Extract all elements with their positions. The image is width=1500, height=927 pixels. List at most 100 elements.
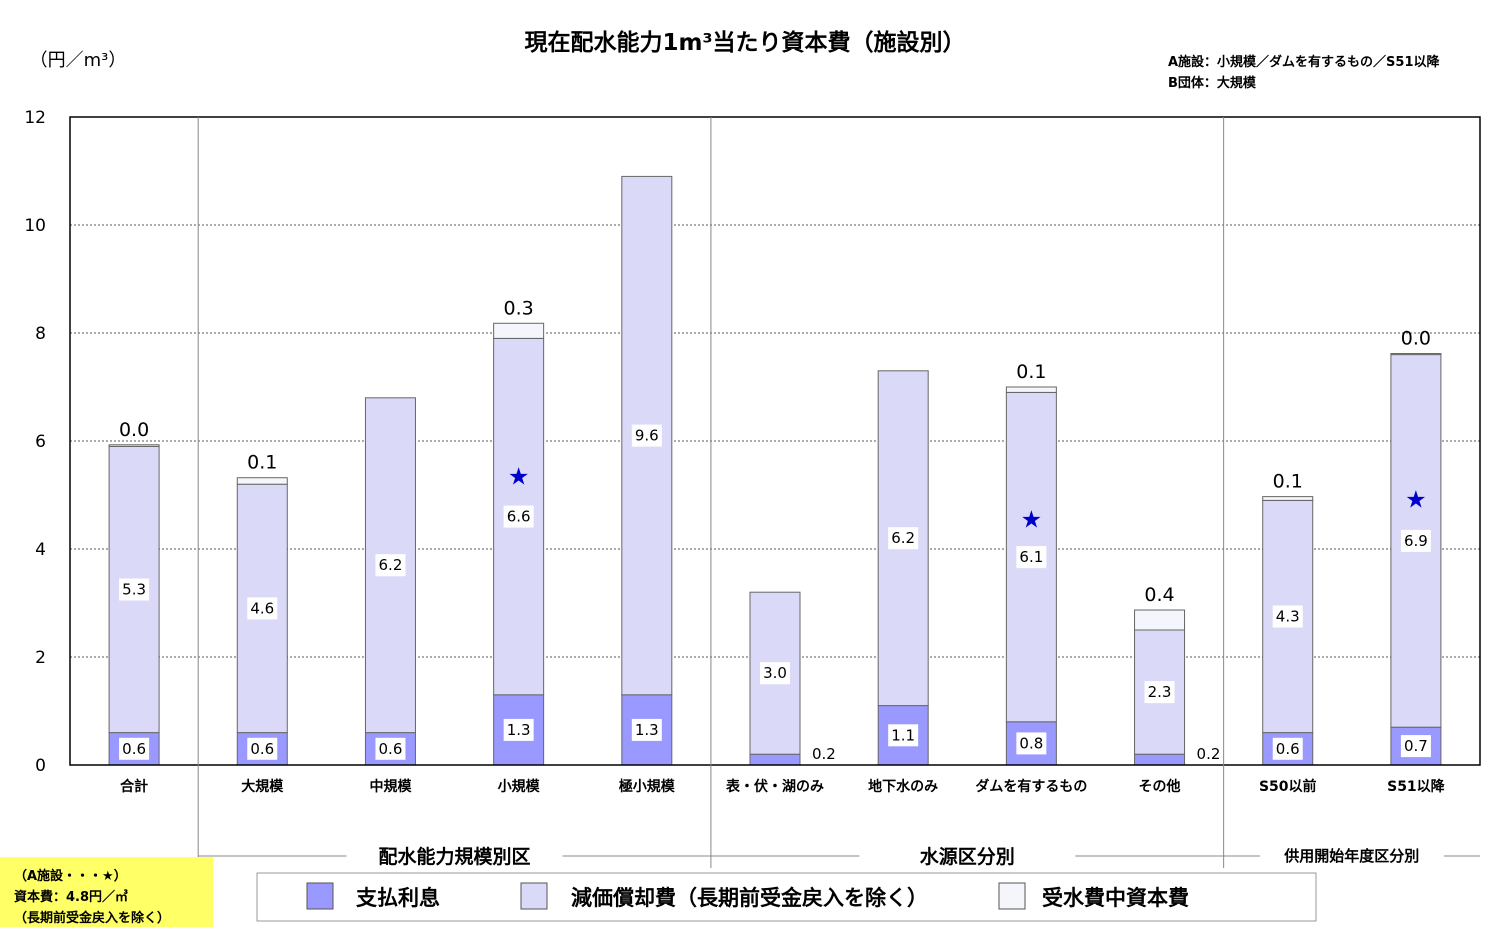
data-label: 0.6 (379, 740, 403, 758)
data-label-bg (1400, 529, 1431, 552)
group-labels: 配水能力規模別区 水源区分別 供用開始年度区分別 (198, 845, 1480, 868)
category-label: 地下水のみ (868, 778, 938, 795)
data-label-bg (247, 597, 278, 620)
data-label: 0.1 (247, 452, 277, 474)
y-tick-label: 6 (35, 432, 46, 452)
legend-swatch-depreciation (520, 882, 548, 910)
bar-segment (749, 753, 801, 766)
data-label: 6.2 (379, 556, 403, 574)
data-label-bg (1016, 546, 1047, 569)
data-label: 0.2 (1197, 745, 1221, 763)
data-label-bg (1016, 732, 1047, 755)
axes (69, 116, 1481, 868)
data-label: 6.1 (1019, 548, 1043, 566)
annotation-line-3: （長期前受金戻入を除く） (14, 910, 170, 926)
category-label: ダムを有するもの (975, 778, 1087, 795)
bars: 0.6 5.3 0.0 0.6 4.6 0.1 0.6 6.2 1.3 6.6 0.3 ★ 1.3 9.6… (108, 175, 1442, 766)
y-axis-unit: （円／m³） (30, 50, 127, 71)
plot-frame (69, 116, 1481, 766)
note-line-2: B団体：大規模 (1168, 75, 1257, 91)
bar-segment (1134, 753, 1186, 766)
data-label-bg (888, 527, 919, 550)
bar-segment (1134, 609, 1186, 631)
group-label: 配水能力規模別区 (379, 845, 531, 868)
data-label-bg (247, 737, 278, 760)
bar-segment (236, 477, 288, 485)
data-label: 0.3 (504, 297, 534, 319)
data-label-bg (631, 718, 662, 741)
annotation-box (0, 857, 213, 927)
data-label: 0.0 (119, 419, 149, 441)
chart-title: 現在配水能力1m³当たり資本費（施設別） (524, 29, 965, 56)
star-marker: ★ (1405, 485, 1427, 513)
data-label: 1.1 (891, 726, 915, 744)
bar-segment (1390, 353, 1442, 356)
data-label-bg (1400, 735, 1431, 758)
a-facility-annotation: （A施設・・・★） 資本費：4.8円／㎥ （長期前受金戻入を除く） (0, 857, 213, 927)
data-label-bg (1272, 605, 1303, 628)
bar-segment (108, 444, 160, 447)
y-tick-label: 2 (35, 648, 46, 668)
legend-label-depreciation: 減価償却費（長期前受金戻入を除く） (571, 886, 928, 910)
star-marker: ★ (1021, 505, 1043, 533)
data-label-bg (631, 424, 662, 447)
legend-label-interest: 支払利息 (356, 886, 440, 910)
data-label: 1.3 (507, 721, 531, 739)
bar-segment (1262, 496, 1314, 501)
y-tick-label: 4 (35, 540, 46, 560)
data-label: 0.6 (1276, 740, 1300, 758)
category-label: 大規模 (241, 778, 284, 795)
data-label: 4.3 (1276, 608, 1300, 626)
data-label-bg (888, 724, 919, 747)
y-tick-label: 10 (24, 216, 46, 236)
data-label-bg (119, 578, 150, 601)
y-tick-label: 12 (24, 108, 46, 128)
star-marker: ★ (508, 463, 530, 491)
y-tick-label: 8 (35, 324, 46, 344)
category-label: その他 (1139, 778, 1181, 795)
data-label: 6.2 (891, 529, 915, 547)
y-tick-labels: 0 2 4 6 8 10 12 (24, 108, 46, 776)
group-label: 水源区分別 (920, 845, 1015, 868)
legend-box (256, 872, 1317, 922)
data-label-bg (760, 662, 790, 685)
y-tick-label: 0 (35, 756, 46, 776)
data-label-bg (375, 554, 406, 577)
data-label: 0.6 (122, 740, 146, 758)
data-label-bg (1144, 681, 1175, 704)
data-label-bg (503, 718, 534, 741)
bar-segment (1005, 386, 1057, 393)
data-label: 6.9 (1404, 532, 1428, 550)
annotation-line-1: （A施設・・・★） (14, 868, 127, 884)
data-label-bg (375, 737, 406, 760)
data-label: 0.4 (1144, 584, 1174, 606)
category-labels: 合計 大規模 中規模 小規模 極小規模 表・伏・湖のみ 地下水のみ ダムを有するもの その他 S5… (120, 778, 1446, 795)
category-label: 合計 (120, 778, 148, 795)
bar-segment (493, 322, 545, 339)
data-label: 9.6 (635, 427, 659, 445)
data-label: 3.0 (763, 664, 787, 682)
data-label: 0.8 (1019, 734, 1043, 752)
data-label: 0.6 (250, 740, 274, 758)
data-label: 0.0 (1401, 328, 1431, 350)
data-label-bg (503, 505, 534, 528)
data-label: 2.3 (1148, 683, 1172, 701)
category-label: 中規模 (369, 778, 412, 795)
legend-label-water-purchase: 受水費中資本費 (1042, 886, 1189, 910)
data-label: 1.3 (635, 721, 659, 739)
category-label: 小規模 (498, 778, 541, 795)
data-label: 5.3 (122, 581, 146, 599)
data-label-bg (119, 737, 150, 760)
category-label: S50以前 (1259, 778, 1317, 795)
group-label: 供用開始年度区分別 (1283, 847, 1419, 865)
legend: 支払利息 減価償却費（長期前受金戻入を除く） 受水費中資本費 (256, 872, 1317, 922)
data-label: 6.6 (507, 508, 531, 526)
category-label: 極小規模 (619, 778, 676, 795)
data-label: 0.7 (1404, 737, 1428, 755)
data-label: 4.6 (250, 599, 274, 617)
data-label: 0.2 (812, 745, 836, 763)
category-label: 表・伏・湖のみ (725, 778, 824, 795)
annotation-line-2: 資本費：4.8円／㎥ (14, 889, 128, 905)
data-label: 0.1 (1016, 361, 1046, 383)
